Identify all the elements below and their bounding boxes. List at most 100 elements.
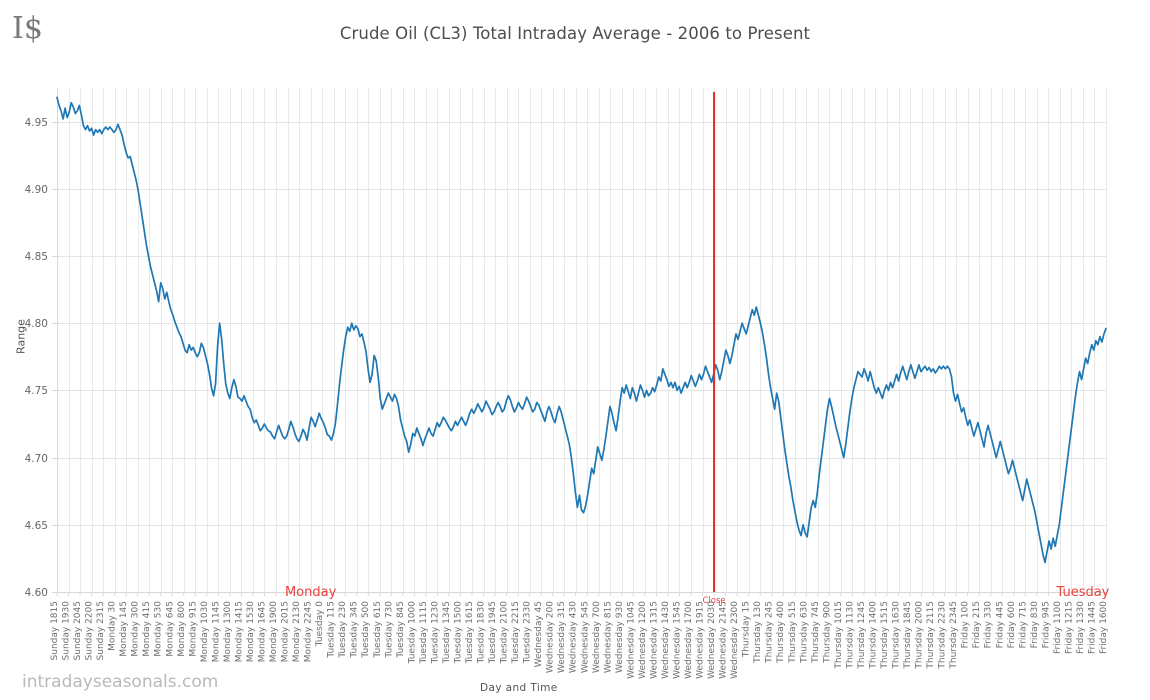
x-axis-tick-label: Tuesday 1945	[488, 601, 498, 664]
day-band-label: Tuesday	[1055, 585, 1109, 600]
x-axis-tick-label: Wednesday 1545	[673, 601, 683, 679]
x-axis-tick-label: Monday 800	[177, 601, 187, 657]
x-axis-tick-label: Wednesday 2300	[730, 601, 740, 679]
x-axis-tick-label: Friday 600	[1007, 601, 1017, 649]
x-axis-tick-label: Tuesday 230	[338, 601, 348, 659]
x-axis-tick-label: Tuesday 1615	[465, 601, 475, 664]
x-axis-tick-label: Friday 1215	[1064, 601, 1074, 654]
x-axis-tick-label: Monday 2130	[292, 601, 302, 663]
x-axis-tick-label: Wednesday 1430	[661, 601, 671, 679]
x-axis-tick-label: Sunday 2200	[85, 601, 95, 661]
x-axis-tick-label: Monday 2015	[281, 601, 291, 662]
x-axis-tick-label: Tuesday 1500	[454, 601, 464, 665]
x-axis-tick-label: Monday 1530	[246, 601, 256, 663]
x-axis-tick-label: Wednesday 45	[534, 601, 544, 667]
x-axis-tick-label: Tuesday 500	[361, 601, 371, 659]
x-axis-tick-label: Thursday 130	[753, 601, 763, 664]
x-axis-tick-label: Tuesday 0	[315, 601, 325, 647]
x-axis-tick-label: Wednesday 1915	[696, 601, 706, 679]
x-axis-tick-label: Wednesday 2030	[707, 601, 717, 679]
x-axis-tick-label: Thursday 1130	[845, 601, 855, 670]
x-axis-tick-label: Wednesday 1700	[684, 601, 694, 679]
x-axis-tick-label: Friday 1600	[1099, 601, 1109, 654]
x-axis-tick-label: Wednesday 1315	[649, 601, 659, 679]
y-axis-tick-label: 4.75	[25, 385, 48, 397]
y-axis-tick-label: 4.65	[25, 520, 48, 532]
x-axis-tick-label: Tuesday 845	[396, 601, 406, 659]
x-axis-tick-label: Thursday 2000	[915, 601, 925, 670]
x-axis-tick-label: Monday 1415	[234, 601, 244, 662]
x-axis-tick-label: Monday 1900	[269, 601, 279, 663]
y-axis-label: Range	[14, 319, 28, 354]
x-axis-tick-label: Thursday 1845	[903, 601, 913, 670]
y-axis-tick-label: 4.80	[25, 318, 48, 330]
x-axis-tick-label: Sunday 1930	[62, 601, 72, 661]
x-axis-tick-label: Friday 945	[1041, 601, 1051, 648]
session-close-label: Close	[702, 596, 725, 606]
x-axis-tick-label: Thursday 2115	[926, 601, 936, 670]
page-title: Crude Oil (CL3) Total Intraday Average -…	[339, 24, 811, 43]
x-axis-tick-label: Wednesday 1045	[626, 601, 636, 679]
x-axis-tick-label: Thursday 1630	[892, 601, 902, 670]
x-axis-tick-label: Friday 445	[995, 601, 1005, 648]
x-axis-tick-label: Monday 2245	[304, 601, 314, 662]
x-axis-tick-label: Wednesday 200	[546, 601, 556, 673]
x-axis-tick-label: Sunday 1815	[50, 601, 60, 660]
x-axis-tick-label: Monday 145	[119, 601, 129, 657]
x-axis-tick-label: Tuesday 1000	[407, 601, 417, 665]
x-axis-tick-label: Tuesday 615	[373, 601, 383, 659]
x-axis-tick-label: Monday 915	[188, 601, 198, 657]
y-axis-tick-label: 4.90	[25, 184, 48, 196]
x-axis-tick-label: Wednesday 545	[580, 601, 590, 673]
x-axis-tick-label: Tuesday 1230	[430, 601, 440, 665]
brand-logo: I$	[12, 11, 43, 46]
x-axis-tick-label: Friday 215	[972, 601, 982, 648]
x-axis-tick-label: Wednesday 1200	[638, 601, 648, 679]
x-axis-tick-label: Friday 1445	[1088, 601, 1098, 654]
x-axis-tick-label: Sunday 2315	[96, 601, 106, 660]
x-axis-tick-label: Monday 1300	[223, 601, 233, 663]
x-axis-tick-label: Tuesday 1345	[442, 601, 452, 664]
x-axis-tick-label: Monday 30	[108, 601, 118, 651]
x-axis-tick-label: Monday 1645	[258, 601, 268, 662]
x-axis-tick-label: Friday 830	[1030, 601, 1040, 649]
x-axis-tick-label: Thursday 745	[811, 601, 821, 664]
x-axis-tick-label: Friday 100	[961, 601, 971, 649]
x-axis-label: Day and Time	[480, 682, 558, 694]
x-axis-tick-label: Tuesday 1115	[419, 601, 429, 664]
x-axis-tick-label: Monday 645	[165, 601, 175, 657]
x-axis-tick-label: Thursday 2230	[938, 601, 948, 670]
x-axis-tick-label: Wednesday 2145	[719, 601, 729, 679]
x-axis-tick-label: Thursday 245	[765, 601, 775, 664]
x-axis-tick-label: Tuesday 345	[350, 601, 360, 659]
intraday-average-series	[56, 96, 1107, 564]
y-axis-tick-label: 4.95	[25, 117, 48, 129]
x-axis-tick-label: Tuesday 1830	[477, 601, 487, 665]
x-axis-tick-label: Thursday 630	[799, 601, 809, 664]
x-axis-tick-label: Wednesday 430	[569, 601, 579, 673]
x-axis-tick-label: Tuesday 115	[327, 601, 337, 659]
x-axis-tick-label: Monday 415	[142, 601, 152, 657]
x-axis-tick-label: Thursday 1515	[880, 601, 890, 670]
x-axis-tick-label: Tuesday 730	[384, 601, 394, 659]
x-axis-tick-label: Thursday 900	[822, 601, 832, 664]
y-axis-tick-label: 4.85	[25, 251, 48, 263]
x-axis-tick-label: Friday 330	[984, 601, 994, 649]
x-axis-tick-label: Wednesday 700	[592, 601, 602, 673]
x-axis-tick-label: Sunday 2045	[73, 601, 83, 660]
x-axis-tick-label: Thursday 515	[788, 601, 798, 664]
y-axis-tick-label: 4.70	[25, 453, 48, 465]
x-axis-tick-label: Monday 300	[131, 601, 141, 657]
x-axis-tick-label: Wednesday 315	[557, 601, 567, 673]
x-axis-tick-label: Tuesday 2215	[511, 601, 521, 664]
x-axis-tick-label: Thursday 400	[776, 601, 786, 664]
site-watermark: intradayseasonals.com	[22, 672, 219, 692]
x-axis-tick-label: Thursday 15	[742, 601, 752, 658]
x-axis-tick-label: Tuesday 2100	[500, 601, 510, 665]
x-axis-tick-label: Thursday 1400	[869, 601, 879, 670]
x-axis-tick-label: Wednesday 930	[615, 601, 625, 673]
day-band-label: Monday	[285, 585, 337, 600]
x-axis-tick-label: Friday 715	[1018, 601, 1028, 648]
